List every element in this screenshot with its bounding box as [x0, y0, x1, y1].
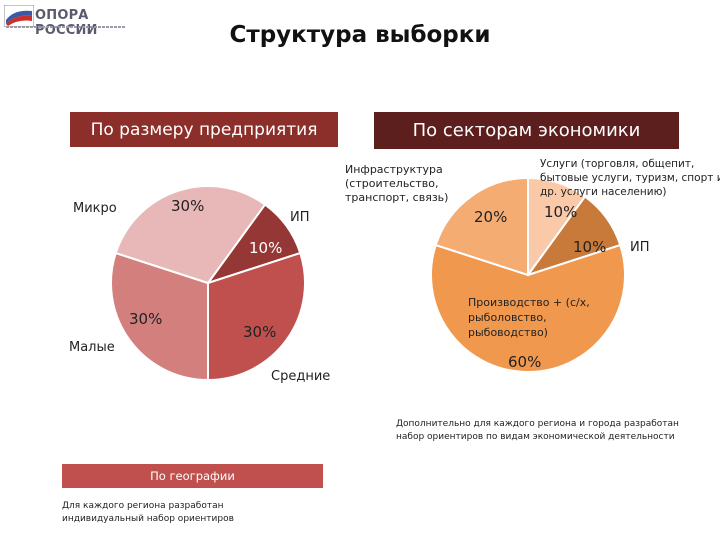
- header-by-geography: По географии: [62, 464, 323, 488]
- pie1-value-micro: 30%: [171, 197, 205, 215]
- pie2-label-services: Услуги (торговля, общепит, бытовые услуг…: [540, 158, 720, 198]
- pie2-value-production: 60%: [508, 353, 542, 371]
- pie2-value-services: 10%: [544, 203, 578, 221]
- pie1-label-ip: ИП: [290, 210, 310, 225]
- header-by-size: По размеру предприятия: [70, 112, 338, 147]
- pie-sector-slice-2: [430, 243, 626, 373]
- logo-flag-icon: [4, 5, 34, 27]
- pie2-label-ip: ИП: [630, 240, 650, 255]
- pie2-value-infrastructure: 20%: [474, 208, 508, 226]
- page-title: Структура выборки: [229, 22, 491, 48]
- pie-size-slice-1: [207, 251, 306, 382]
- pie-size-slice-3: [114, 185, 267, 285]
- header-by-sector: По секторам экономики: [374, 112, 679, 149]
- pie1-label-small: Малые: [69, 340, 115, 355]
- pie1-value-medium: 30%: [243, 323, 277, 341]
- geo-note: Для каждого региона разработан индивидуа…: [62, 501, 234, 524]
- logo: ОПОРА РОССИИ: [2, 2, 132, 38]
- pie2-label-production: Производство + (с/х, рыболовство, рыбово…: [468, 296, 590, 339]
- pie1-label-medium: Средние: [271, 369, 331, 384]
- logo-tagline-line: [6, 26, 126, 28]
- pie1-label-micro: Микро: [73, 201, 117, 216]
- pie2-value-ip: 10%: [573, 238, 607, 256]
- pie-size: [110, 185, 306, 382]
- sector-note: Дополнительно для каждого региона и горо…: [396, 419, 679, 442]
- pie1-value-ip: 10%: [249, 239, 283, 257]
- pie-sector-slice-3: [434, 176, 529, 277]
- pie-sector: [430, 176, 626, 373]
- pie2-label-infrastructure: Инфраструктура (строительство, транспорт…: [345, 163, 449, 204]
- pie-size-slice-2: [110, 251, 209, 382]
- pie1-value-small: 30%: [129, 310, 163, 328]
